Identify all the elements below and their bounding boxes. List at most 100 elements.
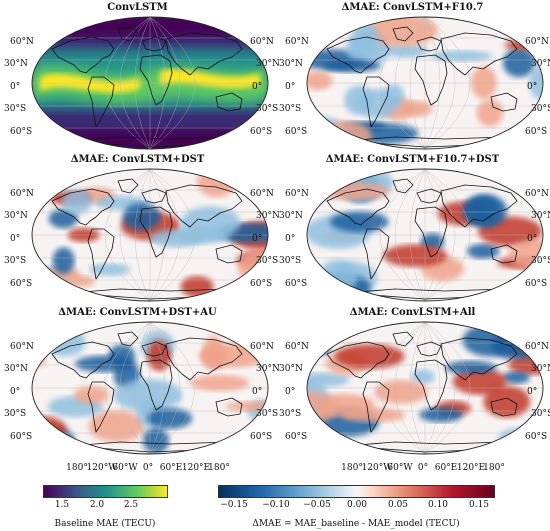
lon-label: 180° xyxy=(341,463,363,473)
lat-label: 30°S xyxy=(279,104,302,114)
lon-label: 120°E xyxy=(181,463,211,473)
lat-label: 30°S xyxy=(279,409,302,419)
graticule xyxy=(32,169,268,301)
map-panel-1: ConvLSTM 60°N 60°N 30°N 30°N 0° 0° 30°S 30°S 60°… xyxy=(0,0,280,160)
lat-label: 30°S xyxy=(256,104,279,114)
lat-label: 60°S xyxy=(10,279,33,289)
map-border xyxy=(306,16,544,150)
map-border xyxy=(306,321,544,455)
lat-label: 60°S xyxy=(285,432,308,442)
graticule xyxy=(307,322,543,454)
lat-label: 60°S xyxy=(525,432,548,442)
map-panel-6: ΔMAE: ConvLSTM+All 60°N 60°N 30°N 30°N 0° 0° 3… xyxy=(275,305,550,465)
panel-title: ΔMAE: ConvLSTM+F10.7+DST xyxy=(325,154,500,165)
delta-colorbar-tick: 0.15 xyxy=(468,500,490,510)
lat-label: 0° xyxy=(527,234,538,244)
panel-title: ConvLSTM xyxy=(107,2,168,13)
map-panel-5: ΔMAE: ConvLSTM+DST+AU 60°N 60°N 30°N 30°N 0°… xyxy=(0,305,280,465)
lat-label: 60°S xyxy=(250,279,273,289)
lat-label: 30°N xyxy=(4,364,28,374)
lat-label: 60°S xyxy=(525,279,548,289)
delta-colorbar-label: ΔMAE = MAE_baseline - MAE_model (TECU) xyxy=(252,519,460,529)
lat-label: 30°N xyxy=(256,364,280,374)
lat-label: 30°N xyxy=(279,364,303,374)
lat-label: 0° xyxy=(252,234,263,244)
lat-label: 60°S xyxy=(250,127,273,137)
map-panel-2: ΔMAE: ConvLSTM+F10.7 60°N 60°N 30°N 30°N 0° 0… xyxy=(275,0,550,160)
graticule xyxy=(32,17,268,149)
lon-label: 180° xyxy=(66,463,88,473)
baseline-colorbar-tick: 1.5 xyxy=(54,500,70,510)
panel-title: ΔMAE: ConvLSTM+All xyxy=(349,307,476,318)
lon-label: 0° xyxy=(417,463,429,473)
baseline-colorbar-label: Baseline MAE (TECU) xyxy=(54,519,156,529)
lon-label: 60°W xyxy=(387,463,413,473)
delta-colorbar-tick: 0.10 xyxy=(427,500,449,510)
baseline-colorbar-tick: 2.0 xyxy=(89,500,105,510)
lat-label: 0° xyxy=(285,82,296,92)
map-border xyxy=(306,168,544,302)
lat-label: 30°S xyxy=(4,104,27,114)
robinson-map xyxy=(306,168,544,302)
lat-label: 0° xyxy=(285,387,296,397)
lat-label: 60°N xyxy=(285,189,309,199)
lat-label: 60°N xyxy=(250,342,274,352)
lat-label: 30°N xyxy=(279,59,303,69)
lon-label: 60°E xyxy=(434,463,458,473)
lat-label: 60°S xyxy=(285,279,308,289)
delta-colorbar-tick: −0.05 xyxy=(303,500,331,510)
lat-label: 60°N xyxy=(10,37,34,47)
lat-label: 30°S xyxy=(279,256,302,266)
lat-label: 30°N xyxy=(531,364,550,374)
lat-label: 60°N xyxy=(10,342,34,352)
lat-label: 60°S xyxy=(10,432,33,442)
panel-title: ΔMAE: ConvLSTM+F10.7 xyxy=(341,2,484,13)
robinson-map xyxy=(31,16,269,150)
lat-label: 60°N xyxy=(285,342,309,352)
lat-label: 30°N xyxy=(531,211,550,221)
baseline-colorbar-tick: 2.5 xyxy=(123,500,139,510)
map-border xyxy=(31,16,269,150)
baseline-colorbar xyxy=(43,485,168,498)
delta-colorbar-tick: 0.05 xyxy=(387,500,409,510)
lon-label: 180° xyxy=(483,463,505,473)
graticule xyxy=(307,17,543,149)
robinson-map xyxy=(31,321,269,455)
robinson-map xyxy=(306,16,544,150)
panel-title: ΔMAE: ConvLSTM+DST+AU xyxy=(58,307,217,318)
robinson-map xyxy=(31,168,269,302)
lat-label: 0° xyxy=(10,234,21,244)
delta-colorbar-tick: −0.10 xyxy=(262,500,290,510)
lon-label: 60°W xyxy=(112,463,138,473)
lat-label: 30°N xyxy=(256,211,280,221)
lat-label: 60°N xyxy=(525,342,549,352)
lat-label: 60°N xyxy=(250,37,274,47)
lat-label: 30°N xyxy=(4,211,28,221)
lat-label: 30°S xyxy=(531,409,550,419)
lat-label: 30°N xyxy=(256,59,280,69)
lat-label: 30°N xyxy=(279,211,303,221)
lat-label: 30°S xyxy=(256,409,279,419)
map-panel-3: ΔMAE: ConvLSTM+DST 60°N 60°N 30°N 30°N 0° 0° 3… xyxy=(0,152,280,312)
graticule xyxy=(32,322,268,454)
delta-colorbar-tick: −0.15 xyxy=(220,500,248,510)
lon-label: 120°W xyxy=(361,463,393,473)
lat-label: 60°S xyxy=(525,127,548,137)
lat-label: 30°N xyxy=(531,59,550,69)
lon-label: 180° xyxy=(208,463,230,473)
delta-colorbar-tick: 0.00 xyxy=(346,500,368,510)
lat-label: 0° xyxy=(527,82,538,92)
lat-label: 30°S xyxy=(256,256,279,266)
lat-label: 60°N xyxy=(285,37,309,47)
lat-label: 60°S xyxy=(250,432,273,442)
lat-label: 0° xyxy=(252,82,263,92)
lat-label: 30°N xyxy=(4,59,28,69)
lat-label: 0° xyxy=(285,234,296,244)
lat-label: 60°N xyxy=(250,189,274,199)
lon-label: 120°W xyxy=(86,463,118,473)
lat-label: 30°S xyxy=(531,256,550,266)
lat-label: 0° xyxy=(10,82,21,92)
lon-label: 0° xyxy=(142,463,154,473)
lat-label: 60°N xyxy=(10,189,34,199)
lon-label: 120°E xyxy=(456,463,486,473)
